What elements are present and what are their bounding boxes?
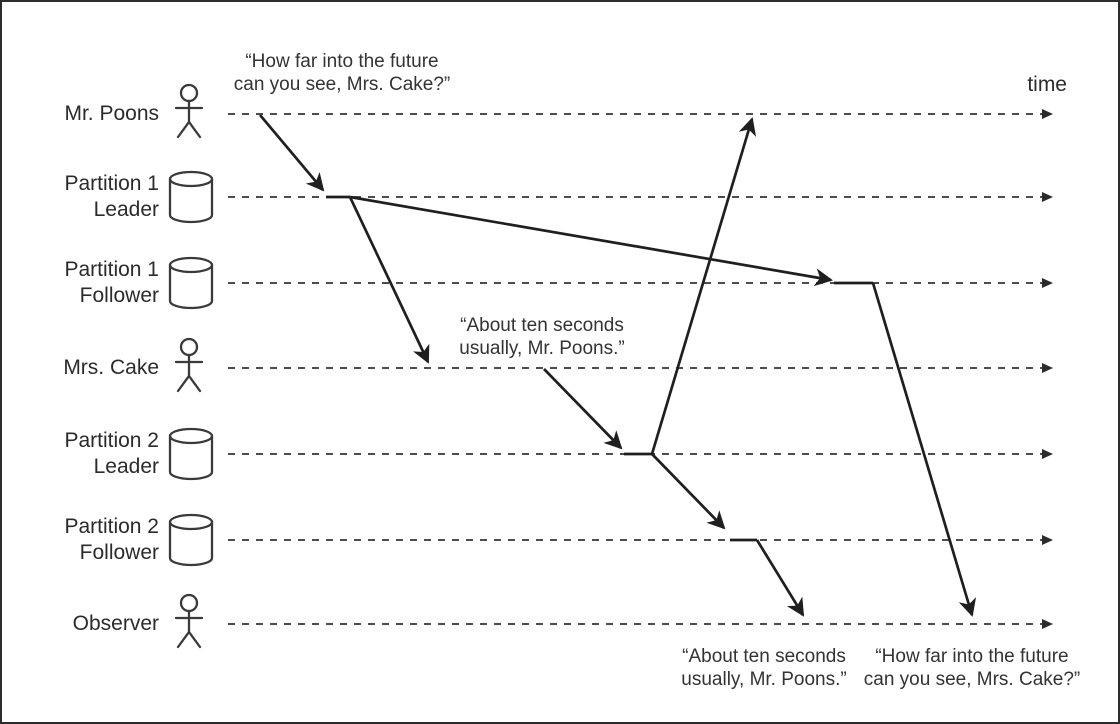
arrow-p2leader-to-poons	[650, 117, 757, 455]
row-label-partition1-leader: Partition 1 Leader	[64, 172, 159, 221]
database-icon	[168, 513, 214, 567]
database-icon	[168, 256, 214, 310]
row-label-partition2-leader: Partition 2 Leader	[64, 429, 159, 478]
annotation-answer-observed: “About ten seconds usually, Mr. Poons.”	[681, 646, 847, 690]
annotation-question-top: “How far into the future can you see, Mr…	[233, 51, 451, 95]
arrow-p2follower-to-observer	[755, 539, 805, 617]
arrow-p1leader-to-p1follower	[349, 195, 833, 287]
time-axis-label: time	[1027, 73, 1067, 96]
person-icon	[174, 83, 204, 139]
person-icon	[174, 337, 204, 393]
arrow-poons-to-p1leader	[258, 114, 325, 192]
row-label-partition2-follower: Partition 2 Follower	[64, 515, 159, 564]
annotation-answer-middle: “About ten seconds usually, Mr. Poons.”	[459, 315, 625, 359]
arrow-p1leader-to-cake	[348, 196, 430, 364]
row-label-partition1-follower: Partition 1 Follower	[64, 258, 159, 307]
row-label-mrs-cake: Mrs. Cake	[63, 356, 159, 379]
arrow-cake-to-p2leader	[543, 368, 623, 450]
row-label-observer: Observer	[72, 612, 159, 635]
row-label-mr-poons: Mr. Poons	[64, 102, 159, 125]
person-icon	[174, 593, 204, 649]
database-icon	[168, 427, 214, 481]
database-icon	[168, 170, 214, 224]
arrow-p2leader-to-p2follower	[651, 453, 726, 530]
annotation-question-observed: “How far into the future can you see, Mr…	[863, 646, 1081, 690]
arrow-p1follower-to-observer	[871, 282, 977, 617]
